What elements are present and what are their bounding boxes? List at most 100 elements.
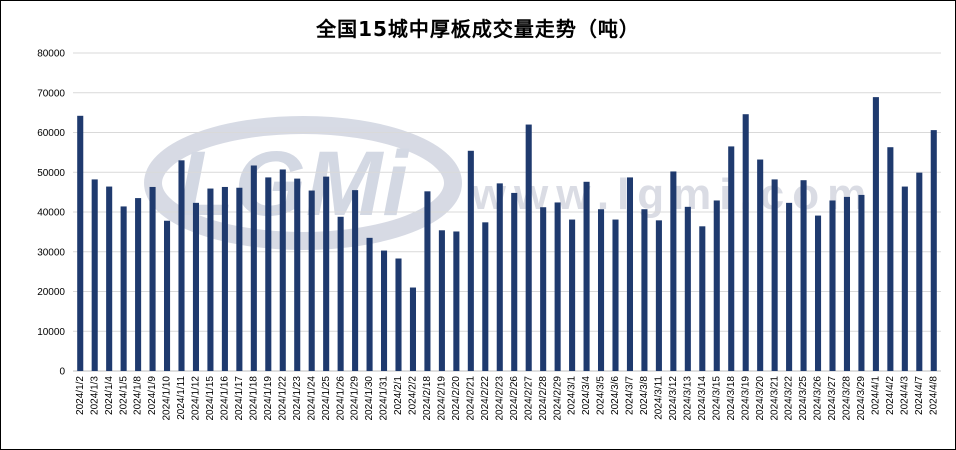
x-tick-label: 2024/3/8	[639, 376, 650, 415]
x-tick-label: 2024/2/23	[494, 376, 505, 421]
bar	[771, 179, 778, 371]
x-tick-label: 2024/1/15	[205, 376, 216, 421]
x-tick-label: 2024/3/6	[610, 376, 621, 415]
x-tick-label: 2024/3/20	[755, 376, 766, 421]
bar	[279, 169, 286, 371]
y-tick-label: 10000	[37, 327, 65, 338]
bar	[800, 180, 807, 371]
bar	[786, 202, 793, 371]
y-tick-label: 70000	[37, 88, 65, 99]
bar	[684, 206, 691, 371]
x-tick-label: 2024/1/4	[104, 376, 115, 415]
x-tick-label: 2024/1/10	[162, 376, 173, 421]
bar	[149, 186, 156, 371]
x-tick-label: 2024/3/4	[581, 376, 592, 415]
x-tick-label: 2024/2/21	[465, 376, 476, 421]
bar	[670, 171, 677, 371]
bar	[453, 231, 460, 371]
x-tick-label: 2024/1/18	[248, 376, 259, 421]
x-tick-label: 2024/1/22	[277, 376, 288, 421]
bar	[192, 202, 200, 371]
bar	[757, 159, 764, 371]
x-tick-label: 2024/4/2	[885, 376, 896, 415]
x-tick-label: 2024/3/7	[625, 376, 636, 415]
bar	[540, 207, 547, 371]
x-tick-label: 2024/1/8	[133, 376, 144, 415]
bar	[265, 177, 272, 371]
bar	[728, 146, 735, 371]
x-tick-label: 2024/2/19	[437, 376, 448, 421]
bar	[742, 114, 749, 371]
bar	[120, 206, 127, 371]
bar	[323, 176, 330, 371]
bar	[858, 194, 865, 371]
bar	[496, 183, 503, 371]
bar	[713, 200, 720, 371]
x-tick-label: 2024/1/24	[306, 376, 317, 421]
gridlines	[73, 52, 941, 372]
x-tick-label: 2024/1/26	[335, 376, 346, 421]
x-tick-label: 2024/1/29	[350, 376, 361, 421]
x-tick-label: 2024/1/25	[321, 376, 332, 421]
bar	[699, 226, 706, 371]
bar	[221, 186, 228, 371]
bar	[366, 237, 373, 371]
x-tick-label: 2024/3/12	[668, 376, 679, 421]
x-tick-label: 2024/3/15	[711, 376, 722, 421]
bar	[250, 165, 257, 371]
bar	[901, 186, 908, 371]
x-axis: 2024/1/2 2024/1/3 2024/1/4 2024/1/5 2024/1/8…	[75, 376, 940, 421]
x-tick-label: 2024/3/13	[682, 376, 693, 421]
bar	[887, 147, 894, 371]
x-tick-label: 2024/3/1	[567, 376, 578, 415]
x-tick-label: 2024/3/25	[798, 376, 809, 421]
x-tick-label: 2024/1/31	[379, 376, 390, 421]
y-tick-label: 20000	[37, 287, 65, 298]
bar	[294, 178, 301, 371]
x-tick-label: 2024/2/27	[523, 376, 534, 421]
x-tick-label: 2024/2/22	[480, 376, 491, 421]
x-tick-label: 2024/1/5	[118, 376, 129, 415]
y-tick-label: 0	[59, 367, 65, 378]
x-tick-label: 2024/2/1	[393, 376, 404, 415]
x-tick-label: 2024/1/12	[191, 376, 202, 421]
bar	[916, 172, 923, 371]
bar	[77, 115, 84, 372]
y-tick-label: 60000	[37, 128, 65, 139]
x-tick-label: 2024/2/20	[451, 376, 462, 421]
x-tick-label: 2024/1/2	[75, 376, 86, 415]
x-tick-label: 2024/3/22	[784, 376, 795, 421]
bars	[77, 97, 937, 372]
bar	[438, 230, 445, 371]
bar	[814, 215, 822, 371]
x-tick-label: 2024/4/3	[899, 376, 910, 415]
bar	[135, 198, 142, 371]
bar	[930, 130, 937, 371]
bar	[626, 177, 634, 371]
y-tick-label: 80000	[37, 49, 65, 60]
x-tick-label: 2024/3/18	[726, 376, 737, 421]
bar	[843, 196, 851, 371]
x-tick-label: 2024/1/30	[364, 376, 375, 421]
x-tick-label: 2024/3/19	[740, 376, 751, 421]
x-tick-label: 2024/3/26	[813, 376, 824, 421]
bar	[482, 222, 489, 371]
bar	[554, 202, 561, 371]
x-tick-label: 2024/3/14	[697, 376, 708, 421]
bar	[352, 190, 359, 371]
x-tick-label: 2024/3/29	[856, 376, 867, 421]
bar	[525, 124, 532, 371]
x-tick-label: 2024/2/29	[552, 376, 563, 421]
bar	[395, 258, 402, 371]
y-tick-label: 40000	[37, 208, 65, 219]
x-tick-label: 2024/3/5	[596, 376, 607, 415]
x-tick-label: 2024/3/27	[827, 376, 838, 421]
bar	[829, 200, 836, 371]
x-tick-label: 2024/3/21	[769, 376, 780, 421]
y-tick-label: 30000	[37, 247, 65, 258]
bar	[424, 191, 431, 371]
bar	[380, 250, 388, 371]
bar	[106, 186, 113, 371]
